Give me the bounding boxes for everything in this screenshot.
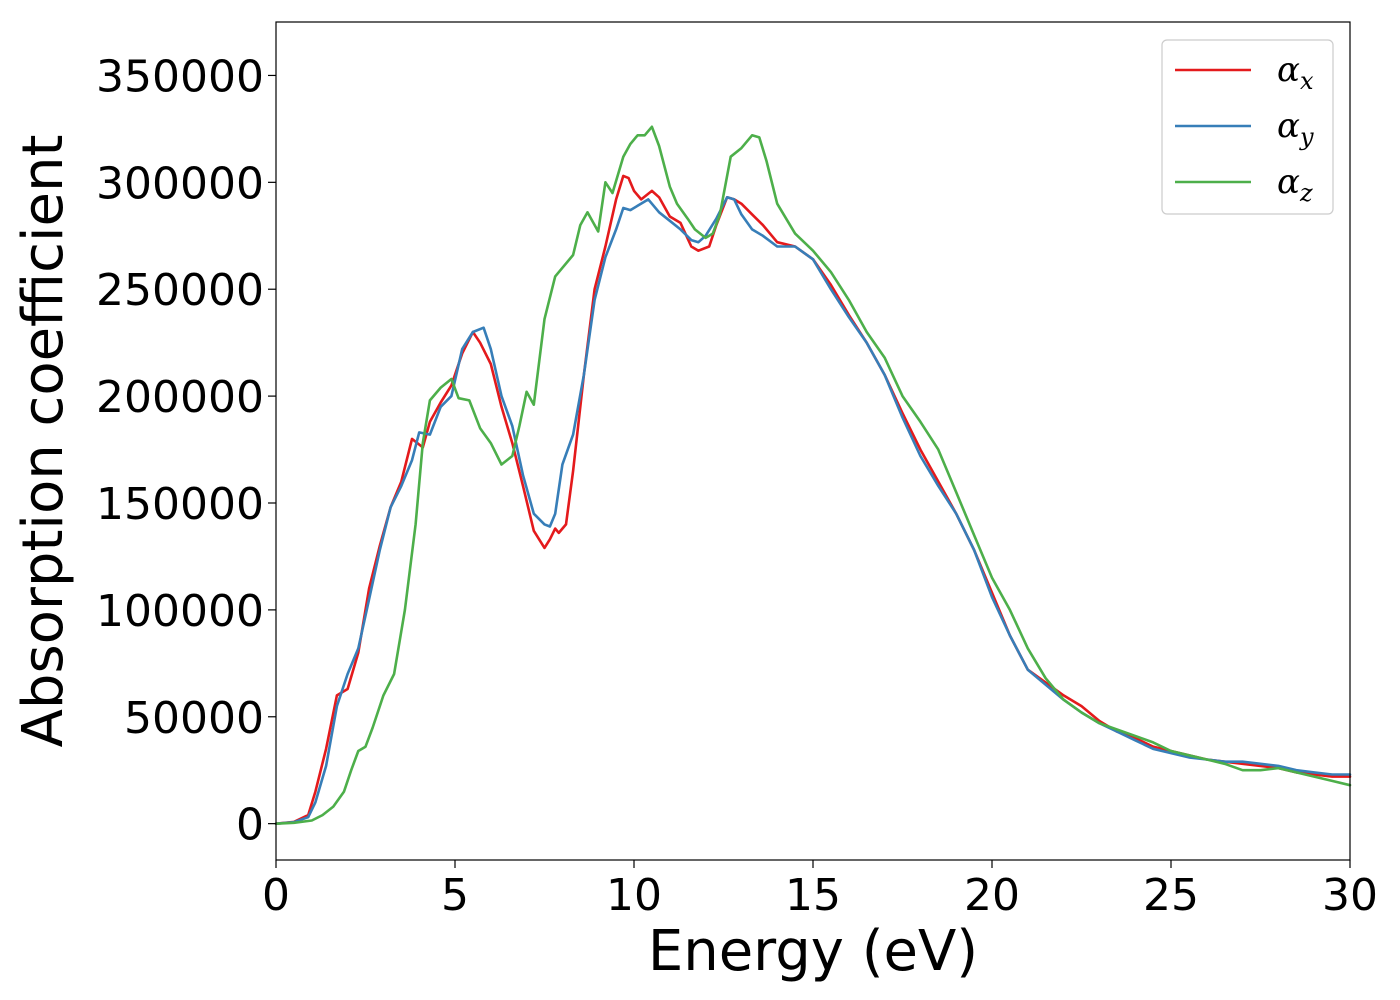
x-axis-title: Energy (eV) <box>648 919 978 984</box>
x-tick-label: 15 <box>785 870 841 921</box>
x-tick-label: 25 <box>1143 870 1199 921</box>
y-axis-title: Absorption coefficient <box>11 135 76 748</box>
x-tick-label: 10 <box>606 870 662 921</box>
y-tick-label: 250000 <box>96 265 264 316</box>
x-tick-label: 20 <box>964 870 1020 921</box>
y-tick-label: 50000 <box>124 693 264 744</box>
y-tick-label: 350000 <box>96 51 264 102</box>
legend: αx αy αz <box>1161 39 1334 215</box>
y-tick-label: 200000 <box>96 372 264 423</box>
y-tick-label: 300000 <box>96 158 264 209</box>
series-line-z <box>274 125 1352 826</box>
series-line-x <box>274 174 1352 826</box>
y-tick-label: 100000 <box>96 586 264 637</box>
x-tick-label: 5 <box>441 870 469 921</box>
legend-label-z: αz <box>1277 162 1313 207</box>
legend-label-x: αx <box>1277 50 1314 95</box>
x-tick-label: 0 <box>262 870 290 921</box>
series-layer <box>274 125 1352 826</box>
y-tick-label: 0 <box>236 800 264 851</box>
legend-label-y: αy <box>1277 106 1314 151</box>
y-axis: 0 50000 100000 150000 200000 250000 300000 3500… <box>96 51 276 851</box>
x-axis: 0 5 10 15 20 25 30 <box>262 860 1378 921</box>
y-tick-label: 150000 <box>96 479 264 530</box>
x-tick-label: 30 <box>1322 870 1378 921</box>
